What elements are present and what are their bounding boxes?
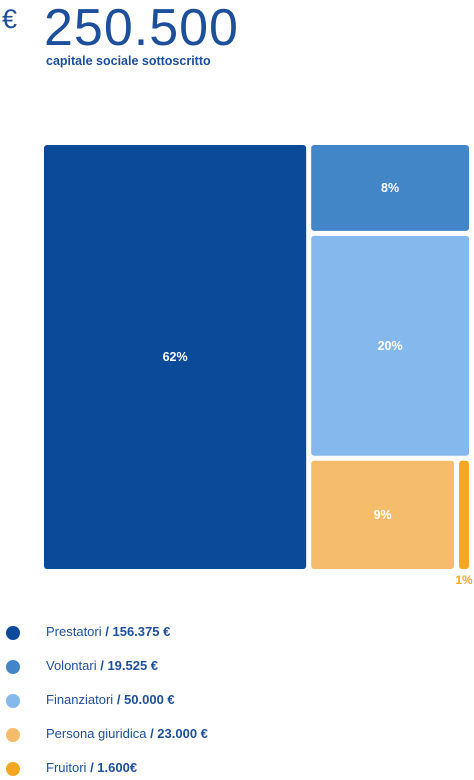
legend-swatch-persona-giuridica (6, 728, 20, 742)
legend-value: 156.375 € (112, 624, 171, 639)
tile-label-fruitori: 1% (455, 573, 473, 587)
legend-item-fruitori: Fruitori / 1.600€ (0, 756, 474, 780)
legend-item-prestatori: Prestatori / 156.375 € (0, 620, 474, 644)
tile-prestatori (44, 145, 307, 569)
legend-label: Finanziatori (46, 692, 114, 707)
legend-text-finanziatori: Finanziatori / 50.000 € (46, 692, 175, 707)
legend-label: Volontari (46, 658, 97, 673)
legend-text-prestatori: Prestatori / 156.375 € (46, 624, 171, 639)
legend-item-volontari: Volontari / 19.525 € (0, 654, 474, 678)
legend-label: Fruitori (46, 760, 87, 775)
legend-label: Persona giuridica (46, 726, 147, 741)
legend-swatch-volontari (6, 660, 20, 674)
legend-value: 50.000 € (124, 692, 175, 707)
capital-subtitle: capitale sociale sottoscritto (46, 54, 211, 68)
treemap-chart: 62% 8% 20% 9% 1% (44, 145, 473, 587)
tile-persona-giuridica (311, 460, 455, 569)
tile-label-volontari: 8% (381, 181, 399, 195)
legend-item-finanziatori: Finanziatori / 50.000 € (0, 688, 474, 712)
legend-value: 1.600€ (97, 760, 138, 775)
legend-text-persona-giuridica: Persona giuridica / 23.000 € (46, 726, 208, 741)
tile-label-persona-giuridica: 9% (374, 508, 392, 522)
legend-text-fruitori: Fruitori / 1.600€ (46, 760, 138, 775)
legend-swatch-prestatori (6, 626, 20, 640)
tile-fruitori (459, 460, 469, 569)
currency-symbol: € (2, 4, 18, 34)
tile-finanziatori (311, 235, 469, 456)
legend-label: Prestatori (46, 624, 102, 639)
total-capital-amount: 250.500 (44, 0, 239, 57)
tile-label-prestatori: 62% (163, 350, 188, 364)
legend-value: 19.525 € (107, 658, 159, 673)
legend-value: 23.000 € (157, 726, 208, 741)
legend-swatch-fruitori (6, 762, 20, 776)
legend-text-volontari: Volontari / 19.525 € (46, 658, 159, 673)
tile-label-finanziatori: 20% (378, 339, 403, 353)
legend-swatch-finanziatori (6, 694, 20, 708)
legend-item-persona-giuridica: Persona giuridica / 23.000 € (0, 722, 474, 746)
tile-volontari (311, 145, 469, 231)
